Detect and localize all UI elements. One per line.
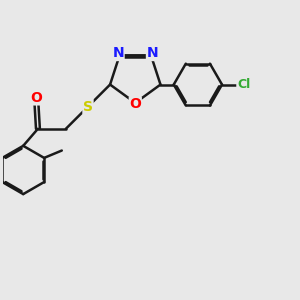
Text: S: S	[83, 100, 93, 114]
Text: O: O	[31, 91, 42, 105]
Text: O: O	[129, 98, 141, 111]
Text: Cl: Cl	[237, 78, 250, 91]
Text: N: N	[112, 46, 124, 61]
Text: N: N	[146, 46, 158, 61]
